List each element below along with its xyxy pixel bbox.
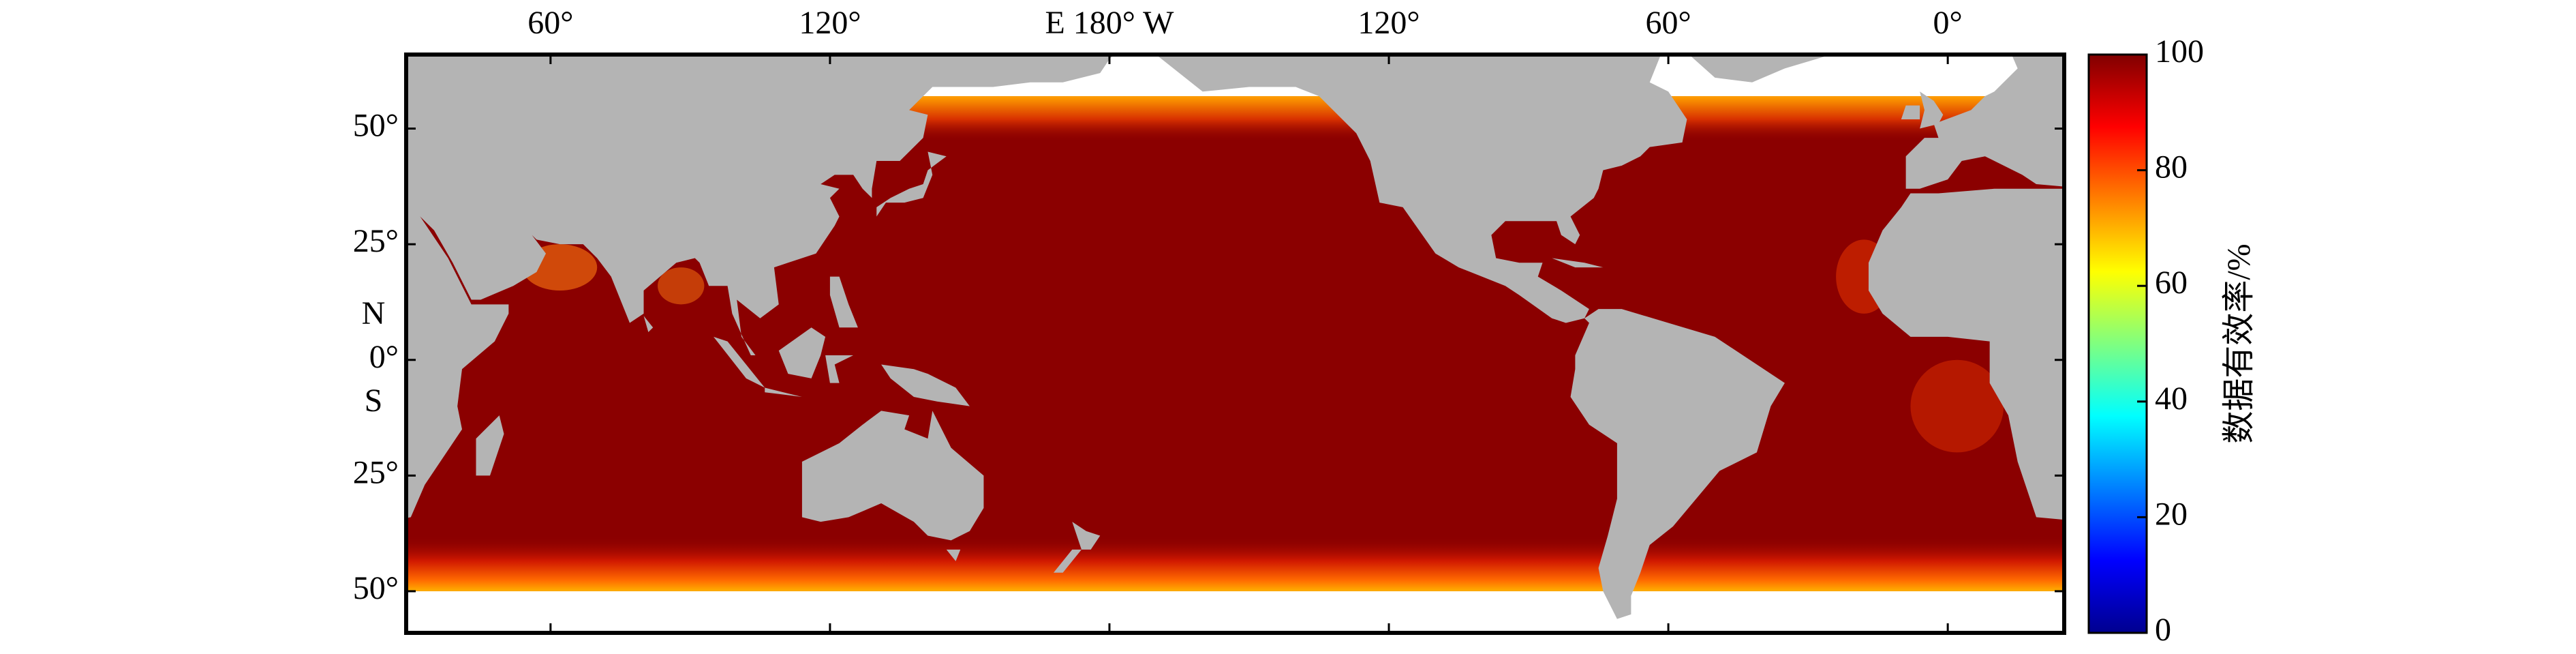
colorbar-tick-label: 80 — [2155, 149, 2188, 185]
philippines — [829, 276, 858, 328]
south-america — [1570, 309, 1785, 619]
colorbar-tick-label: 40 — [2155, 381, 2188, 417]
lon-tick-label: 0° — [1933, 5, 1963, 41]
lat-tick-label: 50° — [353, 108, 399, 144]
colorbar-tick-label: 100 — [2155, 33, 2204, 70]
australia — [801, 411, 984, 541]
lon-tick-label: 120° — [1358, 5, 1420, 41]
colorbar-label: 数据有效率/% — [2221, 243, 2257, 443]
britain — [1920, 91, 1944, 129]
lon-tick-label: E 180° W — [1045, 5, 1174, 41]
lat-tick-label: 25° — [353, 223, 399, 259]
north-label: N — [362, 295, 386, 331]
new-guinea — [881, 364, 970, 406]
lat-tick-label: 25° — [353, 454, 399, 490]
map-area — [406, 55, 2064, 619]
africa-west — [1868, 188, 2064, 520]
madagascar — [476, 415, 504, 476]
new-zealand — [1053, 522, 1101, 573]
lat-tick-label: 50° — [353, 570, 399, 606]
africa-east — [406, 216, 509, 518]
sumatra — [714, 336, 765, 388]
colorbar-tick-label: 0 — [2155, 612, 2171, 648]
java — [765, 387, 802, 398]
japan — [876, 151, 947, 217]
eurasia — [406, 55, 1114, 355]
map-frame — [404, 53, 2066, 635]
geography — [406, 55, 2064, 619]
europe — [1905, 55, 2064, 189]
north-america — [1156, 55, 1687, 323]
ocean-shade — [658, 267, 705, 305]
lon-tick-label: 60° — [527, 5, 573, 41]
sri-lanka — [643, 316, 654, 333]
ocean-south-edge — [406, 535, 2064, 591]
greenland — [1689, 55, 1832, 83]
ocean-shade — [1910, 359, 2004, 453]
sulawesi — [825, 355, 854, 383]
borneo — [778, 327, 826, 378]
colorbar-tick-label: 20 — [2155, 496, 2188, 532]
ireland — [1901, 105, 1920, 119]
colorbar-tick-label: 60 — [2155, 265, 2188, 301]
lon-tick-label: 120° — [799, 5, 861, 41]
lon-tick-label: 60° — [1645, 5, 1691, 41]
colorbar — [2087, 53, 2148, 634]
south-label: S — [365, 383, 383, 419]
cuba — [1552, 258, 1604, 268]
lat-tick-label: 0° — [369, 339, 399, 375]
